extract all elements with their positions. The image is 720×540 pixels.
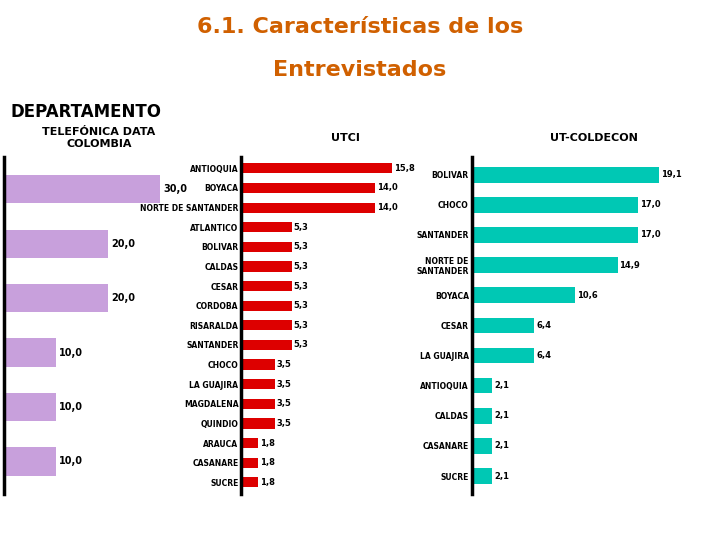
Text: 14,0: 14,0	[377, 203, 397, 212]
Bar	[472, 348, 534, 363]
Text: 1,8: 1,8	[261, 478, 275, 487]
Text: Entrevistados: Entrevistados	[274, 60, 446, 80]
Bar	[241, 202, 375, 213]
Bar	[241, 360, 274, 370]
Bar	[472, 227, 638, 243]
Bar	[241, 163, 392, 173]
Text: 1,8: 1,8	[261, 458, 275, 467]
Text: 17,0: 17,0	[640, 200, 661, 210]
Bar	[4, 230, 108, 258]
Text: 2,1: 2,1	[494, 411, 509, 420]
Text: 3,5: 3,5	[276, 419, 292, 428]
Text: 30,0: 30,0	[163, 184, 187, 194]
Text: 14,0: 14,0	[377, 184, 397, 192]
Bar	[472, 167, 659, 183]
Text: 2,1: 2,1	[494, 471, 509, 481]
Bar	[4, 284, 108, 312]
Text: 2,1: 2,1	[494, 441, 509, 450]
Text: 3,5: 3,5	[276, 400, 292, 408]
Text: 6,4: 6,4	[536, 351, 552, 360]
Text: 5,3: 5,3	[294, 341, 309, 349]
Text: 5,3: 5,3	[294, 262, 309, 271]
Text: UTCI: UTCI	[331, 133, 360, 143]
Text: 3,5: 3,5	[276, 380, 292, 389]
Text: 5,3: 5,3	[294, 321, 309, 330]
Text: 14,9: 14,9	[619, 261, 640, 269]
Bar	[241, 438, 258, 448]
Text: 5,3: 5,3	[294, 281, 309, 291]
Text: TELEFÓNICA DATA
COLOMBIA: TELEFÓNICA DATA COLOMBIA	[42, 127, 156, 148]
Text: 5,3: 5,3	[294, 301, 309, 310]
Bar	[472, 318, 534, 333]
Text: 2,1: 2,1	[494, 381, 509, 390]
Bar	[241, 340, 292, 350]
Bar	[472, 408, 492, 423]
Bar	[472, 378, 492, 394]
Text: Pág. 65: Pág. 65	[665, 515, 710, 525]
Text: 1,8: 1,8	[261, 438, 275, 448]
Text: 17,0: 17,0	[640, 231, 661, 239]
Bar	[4, 175, 161, 204]
Text: Medición del  Indicador NSU del Servicio de Acceso a Internet Social  2007-2008: Medición del Indicador NSU del Servicio …	[91, 515, 456, 524]
Text: 20,0: 20,0	[111, 293, 135, 303]
Bar	[472, 438, 492, 454]
Text: 5,3: 5,3	[294, 222, 309, 232]
Text: 5,3: 5,3	[294, 242, 309, 251]
Bar	[472, 257, 618, 273]
Bar	[241, 477, 258, 488]
Text: 10,0: 10,0	[58, 348, 83, 357]
Text: 10,0: 10,0	[58, 402, 83, 412]
Text: 19,1: 19,1	[660, 170, 681, 179]
Bar	[241, 222, 292, 232]
Text: DEPARTAMENTO: DEPARTAMENTO	[11, 103, 162, 121]
Text: 10,6: 10,6	[577, 291, 598, 300]
Text: 10,0: 10,0	[58, 456, 83, 467]
Bar	[4, 393, 56, 421]
Text: 20,0: 20,0	[111, 239, 135, 249]
Text: 6.1. Características de los: 6.1. Características de los	[197, 17, 523, 37]
Bar	[4, 339, 56, 367]
Bar	[241, 399, 274, 409]
Text: UT-COLDECON: UT-COLDECON	[550, 133, 638, 143]
Bar	[241, 379, 274, 389]
Text: 3,5: 3,5	[276, 360, 292, 369]
Bar	[241, 281, 292, 291]
Bar	[241, 242, 292, 252]
Bar	[472, 197, 638, 213]
Bar	[241, 457, 258, 468]
Bar	[241, 183, 375, 193]
Bar	[241, 418, 274, 429]
Bar	[241, 261, 292, 272]
Bar	[241, 301, 292, 311]
Bar	[472, 287, 575, 303]
Bar	[241, 320, 292, 330]
Bar	[472, 468, 492, 484]
Bar	[4, 447, 56, 476]
Text: 15,8: 15,8	[394, 164, 415, 173]
Text: 6,4: 6,4	[536, 321, 552, 330]
